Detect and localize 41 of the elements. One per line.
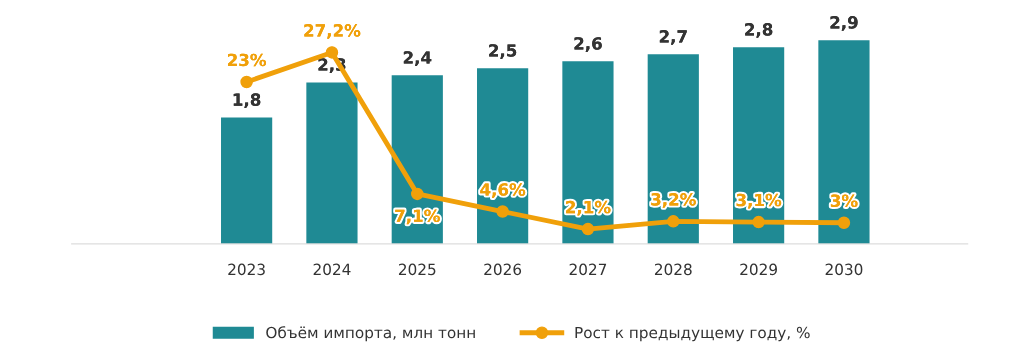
point [667,215,680,228]
point [752,215,765,229]
legend-label: Рост к предыдущему году, % [575,326,810,342]
legend-label: Объём импорта, млн тонн [266,326,475,342]
point [325,46,339,59]
data-label: 2,4 [403,51,432,66]
x-tick-label: 2025 [398,263,436,276]
bar [562,61,614,244]
point [411,187,424,201]
bar [733,47,785,244]
bar [306,82,358,244]
point [581,222,595,236]
data-label: 4,6% [480,183,526,198]
bar [477,68,529,244]
x-tick-label: 2029 [740,263,777,276]
data-label: 1,8 [233,93,261,109]
x-tick-label: 2026 [484,263,522,276]
data-label: 3,1% [736,193,782,209]
bar [391,75,443,244]
x-tick-label: 2027 [569,263,607,276]
data-label: 3,2% [651,193,696,208]
data-label: 2,8 [745,23,773,38]
point [837,216,851,230]
x-tick-label: 2028 [654,263,692,276]
x-tick-label: 2024 [313,263,351,276]
data-label: 3% [830,194,858,208]
data-label: 2,1% [566,200,611,216]
data-label: 2,9 [830,16,858,31]
point [240,75,253,89]
data-label: 23% [227,53,267,67]
data-label: 27,2% [304,24,361,39]
data-label: 7,1% [395,209,440,225]
x-tick-label: 2023 [228,263,265,276]
x-tick-label: 2030 [825,263,863,276]
data-label: 2,5 [489,44,517,59]
bar [818,40,870,244]
data-label: 2,6 [574,37,602,52]
data-label: 2,7 [659,30,687,45]
bar [647,54,699,244]
bar [221,117,273,244]
point [496,205,509,218]
